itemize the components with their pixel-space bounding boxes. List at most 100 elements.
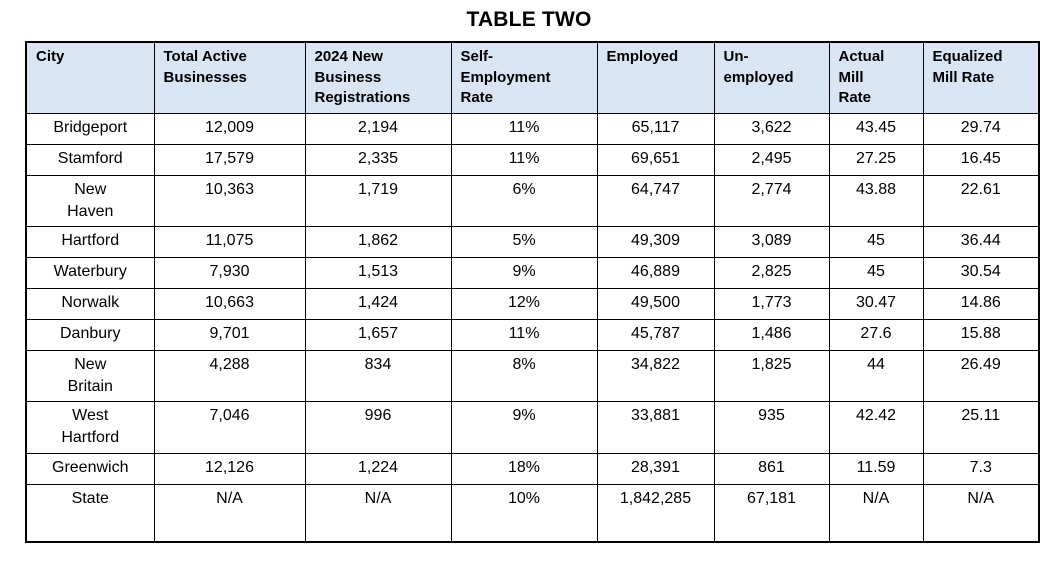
value-cell: 34,822: [596, 350, 715, 403]
column-header-unemployed: Un- employed: [713, 41, 830, 115]
value-cell: N/A: [304, 483, 452, 543]
value-cell: 2,495: [713, 144, 830, 177]
value-cell: 10,663: [153, 288, 306, 321]
city-cell: West Hartford: [25, 401, 155, 454]
value-cell: 1,486: [713, 319, 830, 352]
table-row: Norwalk 10,663 1,424 12% 49,500 1,773 30.47 14.…: [25, 288, 1040, 321]
value-cell: 11%: [450, 113, 598, 146]
value-cell: 28,391: [596, 452, 715, 485]
value-cell: 11%: [450, 144, 598, 177]
value-cell: 7,930: [153, 257, 306, 290]
value-cell: 7.3: [922, 452, 1040, 485]
city-cell: New Britain: [25, 350, 155, 403]
value-cell: 5%: [450, 226, 598, 259]
value-cell: 36.44: [922, 226, 1040, 259]
value-cell: 12,009: [153, 113, 306, 146]
city-cell: Bridgeport: [25, 113, 155, 146]
value-cell: 17,579: [153, 144, 306, 177]
column-header-self-employment-rate: Self- Employment Rate: [450, 41, 598, 115]
city-cell: Norwalk: [25, 288, 155, 321]
value-cell: 861: [713, 452, 830, 485]
value-cell: 834: [304, 350, 452, 403]
value-cell: 27.25: [828, 144, 924, 177]
value-cell: 6%: [450, 175, 598, 228]
value-cell: 30.54: [922, 257, 1040, 290]
value-cell: 9,701: [153, 319, 306, 352]
value-cell: 22.61: [922, 175, 1040, 228]
table-row: Waterbury 7,930 1,513 9% 46,889 2,825 45 30.54: [25, 257, 1040, 290]
value-cell: 43.88: [828, 175, 924, 228]
table-row: Greenwich 12,126 1,224 18% 28,391 861 11.59 7.3: [25, 452, 1040, 485]
city-cell: New Haven: [25, 175, 155, 228]
value-cell: 45: [828, 226, 924, 259]
value-cell: 69,651: [596, 144, 715, 177]
value-cell: N/A: [153, 483, 306, 543]
value-cell: 1,862: [304, 226, 452, 259]
city-cell: Waterbury: [25, 257, 155, 290]
city-cell: State: [25, 483, 155, 543]
column-header-new-business-registrations: 2024 New Business Registrations: [304, 41, 452, 115]
value-cell: 1,513: [304, 257, 452, 290]
value-cell: 10,363: [153, 175, 306, 228]
table-row: Stamford 17,579 2,335 11% 69,651 2,495 27.25 16…: [25, 144, 1040, 177]
value-cell: 8%: [450, 350, 598, 403]
table-row: New Haven 10,363 1,719 6% 64,747 2,774 43.88 22…: [25, 175, 1040, 228]
value-cell: 15.88: [922, 319, 1040, 352]
value-cell: 44: [828, 350, 924, 403]
value-cell: 25.11: [922, 401, 1040, 454]
value-cell: 2,335: [304, 144, 452, 177]
table-row: State N/A N/A 10% 1,842,285 67,181 N/A N/A: [25, 483, 1040, 543]
value-cell: 9%: [450, 257, 598, 290]
column-header-employed: Employed: [596, 41, 715, 115]
table-row: Bridgeport 12,009 2,194 11% 65,117 3,622 43.45…: [25, 113, 1040, 146]
value-cell: 2,774: [713, 175, 830, 228]
table-title: TABLE TWO: [466, 8, 592, 31]
column-header-equalized-mill-rate: Equalized Mill Rate: [922, 41, 1040, 115]
value-cell: 49,309: [596, 226, 715, 259]
city-cell: Greenwich: [25, 452, 155, 485]
value-cell: 67,181: [713, 483, 830, 543]
value-cell: 1,719: [304, 175, 452, 228]
value-cell: 2,194: [304, 113, 452, 146]
value-cell: 42.42: [828, 401, 924, 454]
value-cell: 1,224: [304, 452, 452, 485]
value-cell: 18%: [450, 452, 598, 485]
column-header-city: City: [25, 41, 155, 115]
value-cell: 3,089: [713, 226, 830, 259]
value-cell: N/A: [828, 483, 924, 543]
value-cell: 11.59: [828, 452, 924, 485]
table-row: New Britain 4,288 834 8% 34,822 1,825 44 26.49: [25, 350, 1040, 403]
value-cell: 9%: [450, 401, 598, 454]
table-row: Danbury 9,701 1,657 11% 45,787 1,486 27.6 15.88: [25, 319, 1040, 352]
value-cell: 33,881: [596, 401, 715, 454]
value-cell: 11%: [450, 319, 598, 352]
table-row: West Hartford 7,046 996 9% 33,881 935 42.42 25.…: [25, 401, 1040, 454]
value-cell: 12%: [450, 288, 598, 321]
value-cell: 64,747: [596, 175, 715, 228]
value-cell: 45: [828, 257, 924, 290]
column-header-actual-mill-rate: Actual Mill Rate: [828, 41, 924, 115]
value-cell: 30.47: [828, 288, 924, 321]
value-cell: 1,773: [713, 288, 830, 321]
value-cell: 1,825: [713, 350, 830, 403]
value-cell: 10%: [450, 483, 598, 543]
value-cell: 12,126: [153, 452, 306, 485]
value-cell: 1,842,285: [596, 483, 715, 543]
value-cell: 45,787: [596, 319, 715, 352]
value-cell: 996: [304, 401, 452, 454]
value-cell: 2,825: [713, 257, 830, 290]
value-cell: 11,075: [153, 226, 306, 259]
value-cell: 16.45: [922, 144, 1040, 177]
value-cell: 43.45: [828, 113, 924, 146]
value-cell: N/A: [922, 483, 1040, 543]
city-cell: Hartford: [25, 226, 155, 259]
value-cell: 14.86: [922, 288, 1040, 321]
value-cell: 4,288: [153, 350, 306, 403]
value-cell: 7,046: [153, 401, 306, 454]
value-cell: 1,424: [304, 288, 452, 321]
value-cell: 1,657: [304, 319, 452, 352]
column-header-total-active-businesses: Total Active Businesses: [153, 41, 306, 115]
table-body: Bridgeport 12,009 2,194 11% 65,117 3,622 43.45…: [25, 113, 1040, 543]
table-row: Hartford 11,075 1,862 5% 49,309 3,089 45 36.44: [25, 226, 1040, 259]
